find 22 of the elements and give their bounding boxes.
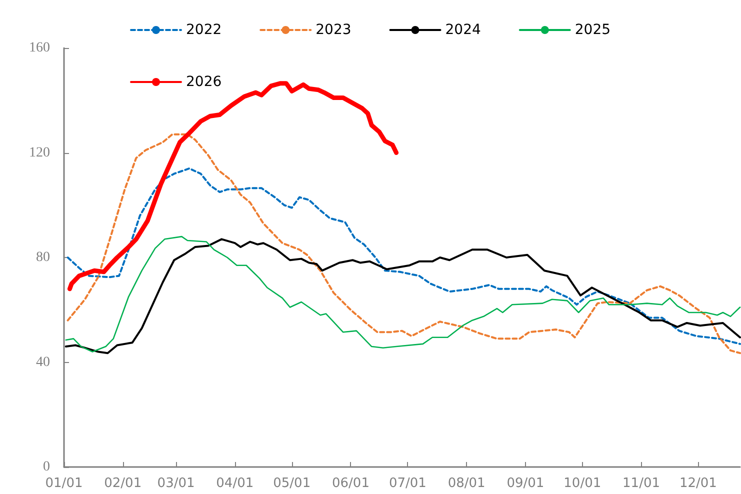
- x-tick-label: 07/01: [388, 476, 426, 491]
- x-tick-label: 03/01: [157, 476, 195, 491]
- y-tick-label: 160: [29, 40, 50, 56]
- x-tick-label: 01/01: [45, 476, 83, 491]
- x-tick-label: 08/01: [448, 476, 486, 491]
- x-tick-label: 10/01: [564, 476, 602, 491]
- legend-label: 2023: [316, 22, 352, 38]
- legend-label: 2022: [186, 22, 222, 38]
- y-tick-label: 40: [36, 354, 50, 370]
- y-tick-label: 0: [43, 460, 50, 474]
- x-tick-label: 06/01: [332, 476, 370, 491]
- x-tick-label: 11/01: [622, 476, 660, 491]
- legend-label: 2024: [445, 22, 481, 38]
- x-tick-label: 05/01: [273, 476, 311, 491]
- x-tick-label: 02/01: [104, 476, 142, 491]
- legend-label: 2026: [186, 74, 222, 90]
- legend-label: 2025: [574, 22, 611, 38]
- y-tick-label: 80: [36, 250, 50, 265]
- x-tick-label: 12/01: [679, 476, 717, 491]
- x-tick-label: 04/01: [216, 476, 254, 491]
- x-tick-label: 09/01: [506, 476, 544, 491]
- y-tick-label: 120: [29, 145, 50, 160]
